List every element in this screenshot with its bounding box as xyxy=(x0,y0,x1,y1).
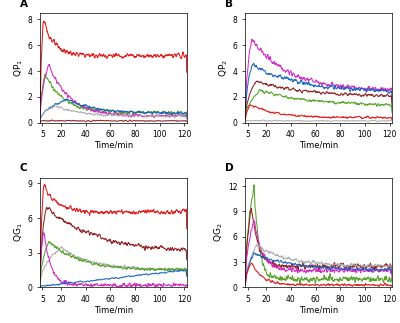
Text: A: A xyxy=(20,0,28,8)
Text: C: C xyxy=(20,163,27,173)
X-axis label: Time/min: Time/min xyxy=(94,141,133,150)
Y-axis label: QP$_2$: QP$_2$ xyxy=(218,59,230,77)
X-axis label: Time/min: Time/min xyxy=(299,141,338,150)
Y-axis label: QP$_1$: QP$_1$ xyxy=(12,59,25,77)
Y-axis label: QG$_2$: QG$_2$ xyxy=(213,223,226,242)
Text: D: D xyxy=(225,163,234,173)
X-axis label: Time/min: Time/min xyxy=(299,306,338,315)
Y-axis label: QG$_1$: QG$_1$ xyxy=(12,223,25,242)
X-axis label: Time/min: Time/min xyxy=(94,306,133,315)
Text: B: B xyxy=(225,0,233,8)
